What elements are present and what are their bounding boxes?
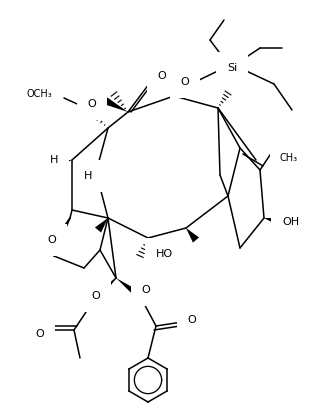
Text: H: H bbox=[84, 171, 92, 181]
Text: OH: OH bbox=[282, 217, 299, 227]
Polygon shape bbox=[264, 218, 281, 226]
Text: H: H bbox=[50, 155, 58, 165]
Text: O: O bbox=[188, 315, 196, 325]
Polygon shape bbox=[116, 278, 142, 299]
Polygon shape bbox=[102, 97, 128, 112]
Text: O: O bbox=[181, 77, 189, 87]
Polygon shape bbox=[95, 218, 108, 233]
Polygon shape bbox=[51, 160, 72, 168]
Text: HO: HO bbox=[156, 249, 173, 259]
Text: Si: Si bbox=[227, 63, 237, 73]
Text: O: O bbox=[88, 99, 96, 109]
Polygon shape bbox=[92, 278, 116, 301]
Text: O: O bbox=[36, 329, 44, 339]
Polygon shape bbox=[77, 172, 96, 191]
Polygon shape bbox=[186, 228, 199, 242]
Text: O: O bbox=[158, 71, 166, 81]
Text: O: O bbox=[48, 235, 56, 245]
Text: OCH₃: OCH₃ bbox=[26, 89, 52, 99]
Text: O: O bbox=[142, 285, 150, 295]
Text: O: O bbox=[92, 291, 100, 301]
Text: CH₃: CH₃ bbox=[280, 153, 298, 163]
